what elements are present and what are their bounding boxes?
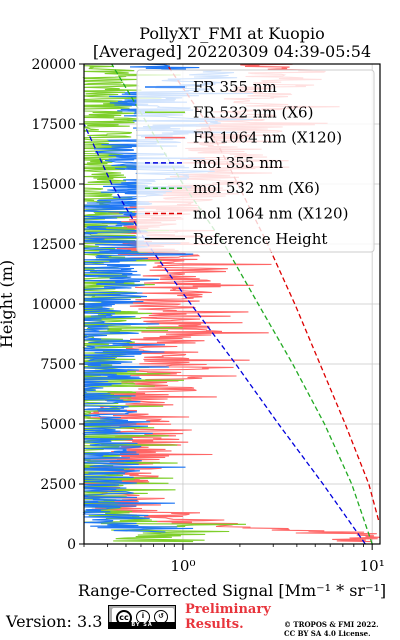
y-tick-label: 12500 — [31, 237, 76, 253]
legend-label: FR 1064 nm (X120) — [193, 129, 342, 147]
legend-box — [136, 69, 375, 253]
copyright-note: © TROPOS & FMI 2022. CC BY SA 4.0 Licens… — [284, 620, 379, 638]
preliminary-line-2: Results. — [185, 617, 244, 632]
y-tick-label: 5000 — [40, 417, 76, 433]
x-axis-label: Range-Corrected Signal [Mm⁻¹ * sr⁻¹] — [78, 581, 386, 600]
y-tick-label: 17500 — [31, 117, 76, 133]
y-tick-label: 2500 — [40, 477, 76, 493]
y-tick-label: 0 — [67, 537, 76, 553]
preliminary-note: Preliminary Results. — [185, 602, 271, 632]
y-tick-label: 10000 — [31, 297, 76, 313]
y-axis-label: Height (m) — [0, 260, 16, 348]
x-tick-label: 10¹ — [360, 557, 385, 575]
y-tick-label: 15000 — [31, 177, 76, 193]
version-label: Version: 3.3 — [6, 612, 103, 631]
x-tick-label: 10⁰ — [170, 557, 195, 575]
badge-text: BY SA — [109, 622, 175, 628]
copyright-line-2: CC BY SA 4.0 License. — [284, 629, 371, 638]
legend-label: Reference Height — [193, 230, 327, 248]
preliminary-line-1: Preliminary — [185, 602, 271, 617]
y-tick-label: 20000 — [31, 57, 76, 73]
y-tick-label: 7500 — [40, 357, 76, 373]
copyright-line-1: © TROPOS & FMI 2022. — [284, 620, 379, 629]
cc-license-badge[interactable]: cc i ↺ BY SA — [108, 605, 176, 629]
series-line — [111, 63, 373, 545]
legend: FR 355 nm FR 532 nm (X6) FR 1064 nm (X120)… — [136, 69, 375, 253]
legend-label: FR 355 nm — [193, 78, 277, 96]
chart-subtitle: [Averaged] 20220309 04:39-05:54 — [93, 42, 371, 61]
legend-label: mol 532 nm (X6) — [193, 179, 320, 197]
legend-label: mol 355 nm — [193, 154, 283, 172]
chart-title: PollyXT_FMI at Kuopio — [139, 24, 325, 43]
axis-ticks: 0 2500 5000 7500 10000 12500 15000 17500 20000 10… — [31, 57, 384, 575]
legend-label: mol 1064 nm (X120) — [193, 205, 348, 223]
legend-label: FR 532 nm (X6) — [193, 103, 313, 121]
chart: PollyXT_FMI at Kuopio [Averaged] 2022030… — [0, 24, 386, 600]
badge-panel: cc i ↺ — [112, 608, 174, 626]
series-line — [83, 123, 366, 545]
